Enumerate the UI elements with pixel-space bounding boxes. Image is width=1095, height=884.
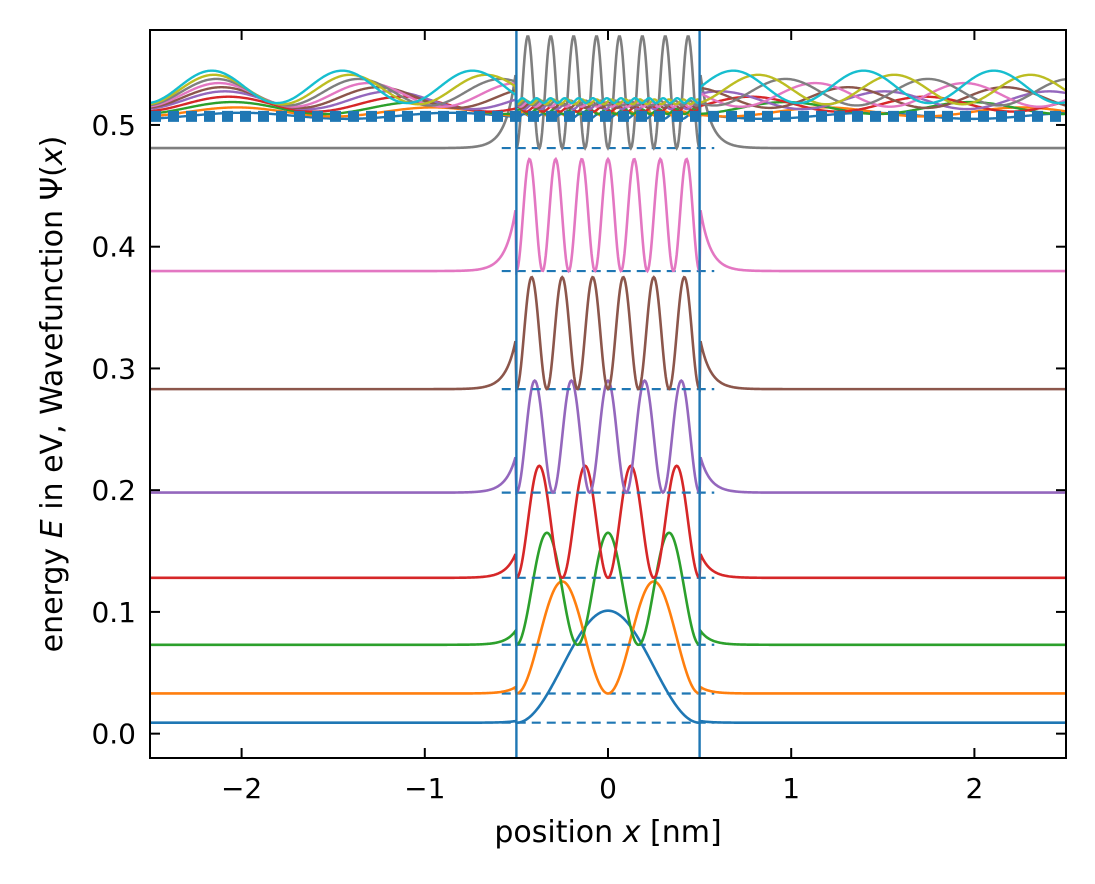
y-tick-label: 0.5 (91, 109, 136, 142)
continuum-state-8 (150, 77, 1066, 107)
x-tick-label: 0 (599, 772, 617, 805)
wavefunction-n3 (150, 531, 1066, 647)
wavefunction-n1 (150, 609, 1066, 725)
axis-ticks: −2 −1 0 1 2 0.0 0.1 0.2 0.3 0.4 0.5 (91, 30, 1066, 805)
x-tick-label: −1 (404, 772, 445, 805)
y-tick-label: 0.3 (91, 352, 136, 385)
continuum-state-7 (150, 81, 1066, 108)
wavefunction-n6 (150, 275, 1066, 393)
wavefunction-n4 (150, 464, 1066, 580)
x-tick-label: 1 (782, 772, 800, 805)
wavefunction-n7 (150, 156, 1066, 276)
wavefunction-n2 (150, 580, 1066, 695)
y-tick-label: 0.1 (91, 596, 136, 629)
y-tick-label: 0.4 (91, 231, 136, 264)
wavefunction-n8 (150, 35, 1066, 151)
x-tick-label: 2 (965, 772, 983, 805)
y-axis-label: energy E in eV, Wavefunction Ψ(x) (35, 136, 70, 653)
continuum-state-10 (150, 69, 1066, 105)
plot-area (150, 30, 1066, 758)
y-tick-label: 0.0 (91, 718, 136, 751)
x-axis-label: position x [nm] (494, 815, 721, 850)
wavefunction-n5 (150, 378, 1066, 496)
y-tick-label: 0.2 (91, 474, 136, 507)
x-tick-label: −2 (221, 772, 262, 805)
continuum-state-9 (150, 73, 1066, 106)
